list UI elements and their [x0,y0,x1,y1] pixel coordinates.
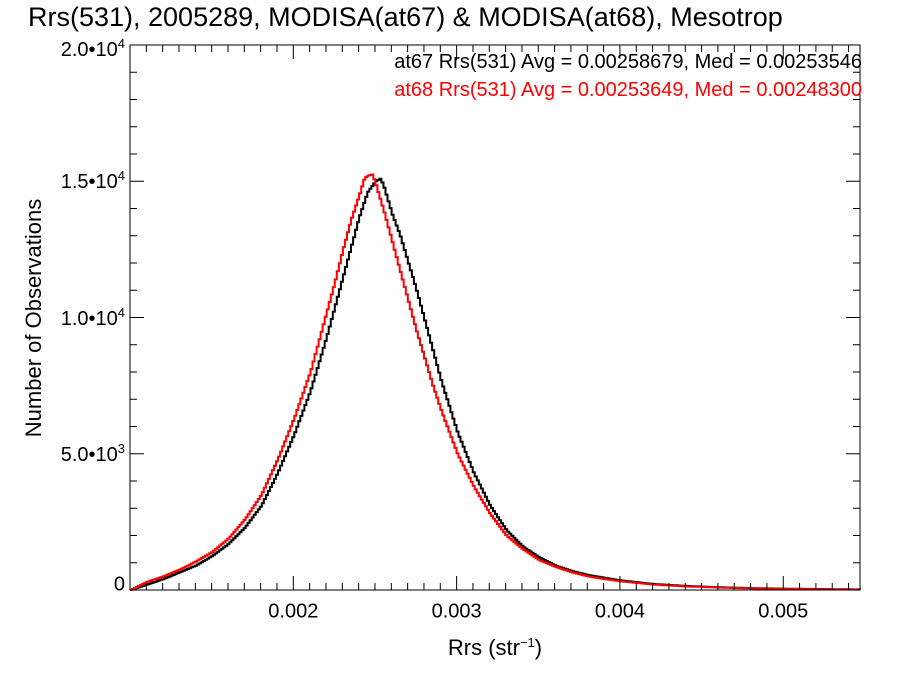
x-axis-label-close: ) [534,635,543,661]
y-tick-label: 2.0•104 [60,36,125,61]
x-axis-label-exponent: −1 [519,634,535,650]
plot-frame [129,44,861,591]
x-tick-label: 0.002 [268,600,319,623]
x-axis-label-base: Rrs (str [447,635,520,661]
at68-stats-annotation: at68 Rrs(531) Avg = 0.00253649, Med = 0.… [394,79,862,101]
at67-histogram-line [130,177,861,591]
x-tick-label: 0.003 [431,600,482,623]
at67-stats-annotation: at67 Rrs(531) Avg = 0.00258679, Med = 0.… [394,51,862,73]
series-layer [130,173,861,591]
x-tick-label: 0.005 [758,600,809,623]
at68-histogram-line [130,173,860,591]
x-axis-label: Rrs (str−1) [448,635,542,661]
tick-layer [130,44,860,591]
x-tick-label: 0.004 [594,600,645,623]
y-tick-label: 0 [113,573,125,596]
y-tick-label: 1.0•104 [60,304,125,330]
y-axis-label: Number of Observations [21,198,46,438]
y-tick-label: 1.5•104 [60,168,125,194]
y-tick-label: 5.0•103 [60,440,125,466]
chart-title: Rrs(531), 2005289, MODISA(at67) & MODISA… [28,2,783,32]
